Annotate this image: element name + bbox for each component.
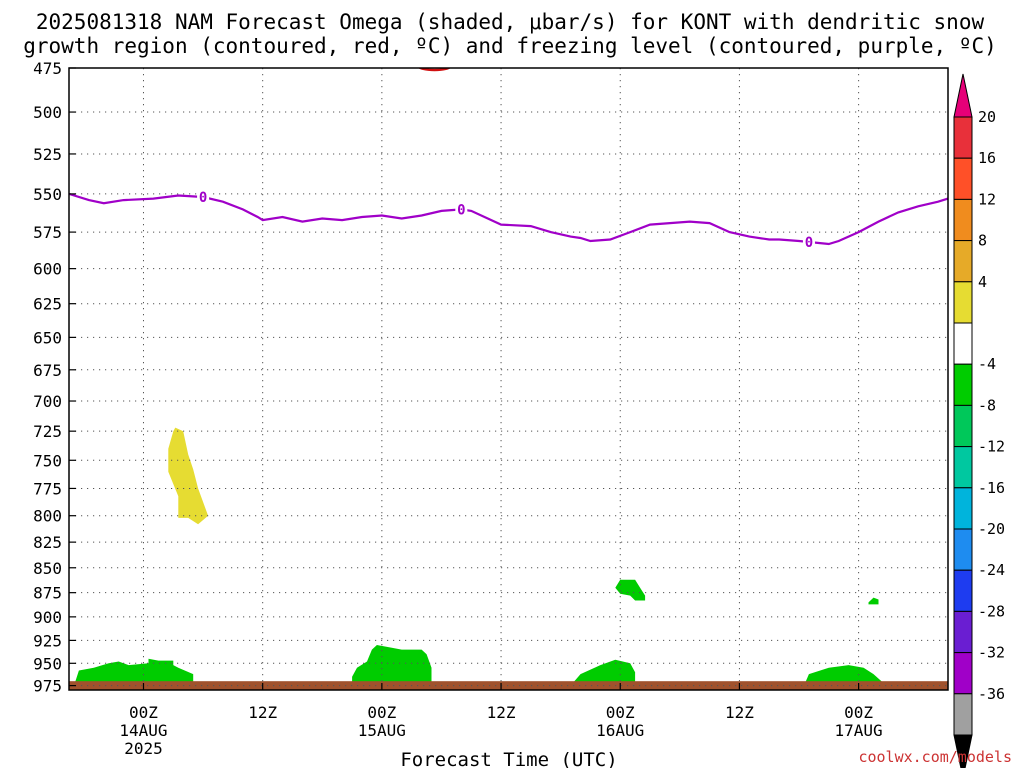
plot-background <box>69 68 948 690</box>
y-tick-label: 925 <box>33 631 62 650</box>
colorbar-bottom-triangle <box>953 734 973 768</box>
omega-area-0 <box>168 427 209 525</box>
y-tick-label: 675 <box>33 361 62 380</box>
colorbar-top-triangle <box>953 73 973 118</box>
ground-surface <box>69 681 948 690</box>
freezing-level-label: 0 <box>805 235 813 251</box>
x-tick-label: 12Z <box>725 703 754 722</box>
omega-area-1 <box>74 658 194 686</box>
y-tick-label: 825 <box>33 533 62 552</box>
colorbar-box <box>953 569 973 612</box>
plot-area: 0 0 0 475 500 525 550 575 600 625 650 675 700 725 750 7… <box>33 59 949 758</box>
freezing-level-label-bg <box>802 233 815 250</box>
freezing-level-label: 0 <box>457 202 465 218</box>
y-tick-label: 775 <box>33 479 62 498</box>
colorbar-box <box>953 404 973 448</box>
x-tick-date-label: 14AUG <box>119 721 167 740</box>
freezing-level-label: 0 <box>199 190 207 206</box>
y-tick-label: 875 <box>33 584 62 603</box>
colorbar-box <box>953 610 973 654</box>
x-tick-label: 00Z <box>129 703 158 722</box>
y-tick-label: 475 <box>33 59 62 78</box>
omega-area-3 <box>570 659 636 686</box>
colorbar-box <box>953 322 973 365</box>
plot-content: 0 0 0 <box>69 68 948 690</box>
x-tick-date-label: 15AUG <box>358 721 406 740</box>
y-tick-label: 725 <box>33 422 62 441</box>
colorbar-label: -20 <box>978 520 1005 538</box>
colorbar-label: -24 <box>978 561 1005 579</box>
chart-title-line2: growth region (contoured, red, ºC) and f… <box>23 34 997 58</box>
x-tick-label: 00Z <box>606 703 635 722</box>
colorbar-label: -8 <box>978 396 996 414</box>
y-tick-label: 750 <box>33 451 62 470</box>
colorbar-box <box>953 281 973 324</box>
y-tick-label: 550 <box>33 185 62 204</box>
x-tick-year-label: 2025 <box>124 739 163 758</box>
y-tick-label: 900 <box>33 608 62 627</box>
colorbar-box <box>953 116 973 159</box>
x-tick-date-label: 16AUG <box>596 721 644 740</box>
dgz-contour <box>418 68 451 72</box>
omega-area-2 <box>352 645 432 686</box>
x-tick-label: 00Z <box>844 703 873 722</box>
colorbar-label: -28 <box>978 602 1005 620</box>
colorbar-box <box>953 652 973 695</box>
plot-frame <box>68 67 949 691</box>
y-tick-label: 525 <box>33 145 62 164</box>
colorbar-label: -32 <box>978 644 1005 662</box>
colorbar-label: 4 <box>978 273 987 291</box>
x-tick-label: 12Z <box>487 703 516 722</box>
x-tick-date-label: 17AUG <box>835 721 883 740</box>
y-tick-label: 850 <box>33 559 62 578</box>
omega-area-4 <box>615 579 646 601</box>
x-tick-label: 12Z <box>248 703 277 722</box>
colorbar-label: -16 <box>978 479 1005 497</box>
colorbar-label: 20 <box>978 108 996 126</box>
colorbar-label: -36 <box>978 685 1005 703</box>
freezing-level-label-bg <box>197 189 210 206</box>
colorbar-box <box>953 240 973 283</box>
credit-text: coolwx.com/models <box>858 748 1012 766</box>
y-tick-label: 950 <box>33 654 62 673</box>
colorbar-box <box>953 157 973 200</box>
colorbar-box <box>953 363 973 406</box>
colorbar-label: 16 <box>978 149 996 167</box>
chart-title-line1: 2025081318 NAM Forecast Omega (shaded, μ… <box>36 10 985 34</box>
colorbar-box <box>953 198 973 242</box>
y-tick-label: 600 <box>33 260 62 279</box>
freezing-level-label-bg <box>455 201 468 218</box>
omega-area-6 <box>804 665 884 686</box>
y-tick-label: 800 <box>33 507 62 526</box>
colorbar-label: -4 <box>978 355 996 373</box>
colorbar-box <box>953 446 973 489</box>
colorbar-box <box>953 528 973 571</box>
colorbar-label: 12 <box>978 190 996 208</box>
colorbar: 20 16 12 8 4 -4 -8 -12 -16 -20 -24 -28 -32 -36 <box>953 73 1005 768</box>
omega-area-5 <box>868 597 879 605</box>
y-tick-label: 650 <box>33 328 62 347</box>
y-tick-label: 975 <box>33 677 62 696</box>
y-tick-label: 575 <box>33 223 62 242</box>
colorbar-label: -12 <box>978 438 1005 456</box>
y-tick-label: 625 <box>33 295 62 314</box>
x-tick-label: 00Z <box>367 703 396 722</box>
y-tick-label: 700 <box>33 392 62 411</box>
y-tick-label: 500 <box>33 103 62 122</box>
x-axis-title: Forecast Time (UTC) <box>400 749 617 768</box>
colorbar-box <box>953 487 973 530</box>
colorbar-label: 8 <box>978 232 987 250</box>
colorbar-box <box>953 693 973 736</box>
